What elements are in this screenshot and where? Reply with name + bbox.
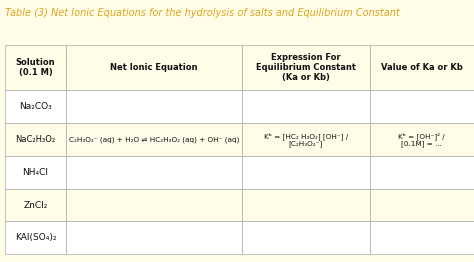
Bar [370,221,474,254]
Bar [370,90,474,123]
Bar [5,90,66,123]
Bar [5,221,66,254]
Text: NH₄Cl: NH₄Cl [23,168,48,177]
Bar [370,156,474,189]
Bar [242,221,370,254]
Bar [66,45,242,90]
Bar [5,45,66,90]
Text: Expression For
Equilibrium Constant
(Ka or Kb): Expression For Equilibrium Constant (Ka … [256,53,356,82]
Text: NaC₂H₃O₂: NaC₂H₃O₂ [16,135,55,144]
Text: Kᵇ = [OH⁻]² /
[0.1M] = ...: Kᵇ = [OH⁻]² / [0.1M] = ... [399,132,445,147]
Text: Value of Ka or Kb: Value of Ka or Kb [381,63,463,72]
Text: C₂H₃O₂⁻ (aq) + H₂O ⇌ HC₂H₃O₂ (aq) + OH⁻ (aq): C₂H₃O₂⁻ (aq) + H₂O ⇌ HC₂H₃O₂ (aq) + OH⁻ … [69,136,239,143]
Text: Table (3) Net Ionic Equations for the hydrolysis of salts and Equilibrium Consta: Table (3) Net Ionic Equations for the hy… [5,8,400,18]
Bar [242,156,370,189]
Bar [242,90,370,123]
Bar [242,45,370,90]
Text: ZnCl₂: ZnCl₂ [23,200,48,210]
Text: Na₂CO₃: Na₂CO₃ [19,102,52,111]
Bar [370,123,474,156]
Bar [5,189,66,221]
Bar [242,123,370,156]
Text: Kᵇ = [HC₂ H₃O₂] [OH⁻] /
[C₂H₃O₂⁻]: Kᵇ = [HC₂ H₃O₂] [OH⁻] / [C₂H₃O₂⁻] [264,132,348,147]
Bar [66,156,242,189]
Bar [242,189,370,221]
Bar [66,189,242,221]
Text: Net Ionic Equation: Net Ionic Equation [110,63,198,72]
Bar [5,156,66,189]
Bar [66,123,242,156]
Bar [370,45,474,90]
Bar [370,189,474,221]
Bar [66,221,242,254]
Text: KAl(SO₄)₂: KAl(SO₄)₂ [15,233,56,242]
Text: Solution
(0.1 M): Solution (0.1 M) [16,58,55,77]
Bar [5,123,66,156]
Bar [66,90,242,123]
